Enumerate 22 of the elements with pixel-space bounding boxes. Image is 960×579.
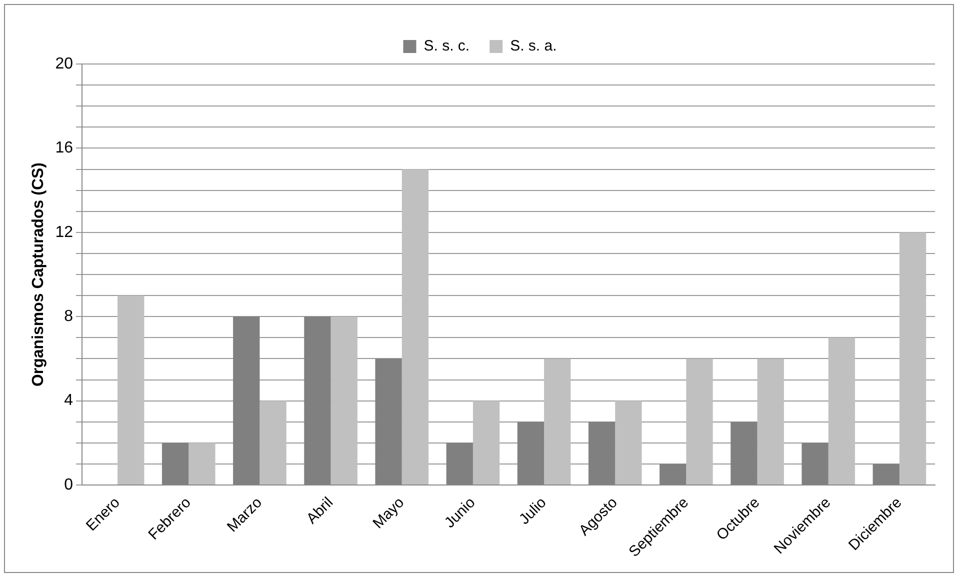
bar <box>118 296 144 485</box>
bar <box>188 442 216 485</box>
bar <box>686 358 713 485</box>
bar <box>472 400 500 485</box>
bar <box>899 232 926 485</box>
bar <box>757 358 784 485</box>
x-tick-label: Julio <box>516 494 550 528</box>
bar <box>828 338 856 485</box>
y-tick-label: 20 <box>55 55 74 72</box>
y-tick-label: 0 <box>64 476 74 494</box>
y-tick-label: 4 <box>64 392 74 410</box>
bar <box>615 400 642 485</box>
y-tick-label: 16 <box>55 140 74 157</box>
y-axis-title: Organismos Capturados (CS) <box>30 162 48 387</box>
legend-label: S. s. a. <box>510 38 557 55</box>
bar <box>330 316 358 485</box>
y-tick-label: 12 <box>55 224 74 241</box>
bar <box>544 358 571 485</box>
legend-label: S. s. c. <box>424 38 470 55</box>
bar <box>260 400 286 485</box>
bar <box>402 169 429 485</box>
y-tick-label: 8 <box>64 308 74 326</box>
